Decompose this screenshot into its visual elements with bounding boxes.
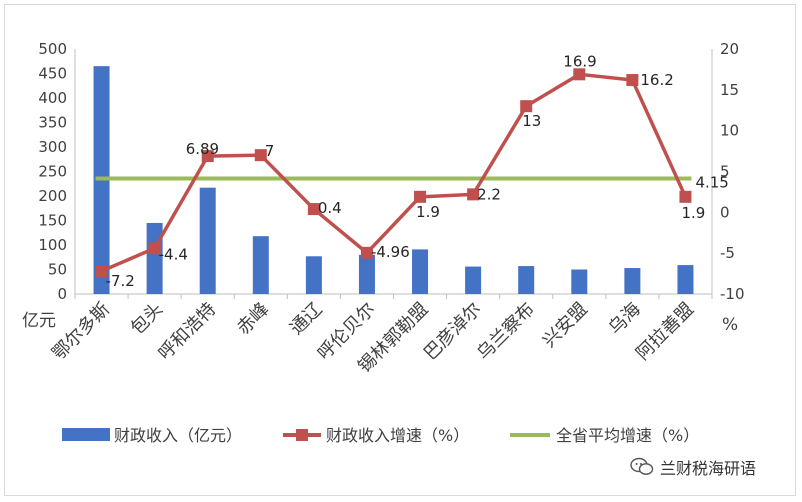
category-label: 乌兰察布 xyxy=(473,299,539,365)
watermark: 兰财税海研语 xyxy=(630,455,756,479)
right-axis-tick-label: 15 xyxy=(720,81,739,99)
category-label: 乌海 xyxy=(605,299,645,339)
chart-frame xyxy=(4,4,796,496)
growth-line-series xyxy=(95,68,692,278)
growth-marker xyxy=(307,203,320,216)
revenue-bar xyxy=(252,236,269,294)
left-axis-tick-label: 200 xyxy=(38,187,67,205)
left-axis-tick-label: 150 xyxy=(38,212,67,230)
revenue-bar xyxy=(305,256,322,294)
left-axis-tick-label: 0 xyxy=(57,285,67,303)
legend: 财政收入（亿元） 财政收入增速（%） 全省平均增速（%） xyxy=(62,426,699,445)
wechat-icon xyxy=(630,457,654,475)
growth-marker xyxy=(467,188,480,201)
category-label: 巴彦淖尔 xyxy=(420,299,486,365)
right-axis-tick-label: -5 xyxy=(720,244,735,262)
growth-marker xyxy=(201,150,214,163)
left-axis-tick-label: 400 xyxy=(38,89,67,107)
category-label: 鄂尔多斯 xyxy=(48,299,114,365)
category-label: 兴安盟 xyxy=(539,299,592,352)
revenue-bar xyxy=(412,249,429,294)
legend-growth-marker xyxy=(296,429,308,441)
legend-bar-label: 财政收入（亿元） xyxy=(114,426,242,445)
growth-marker xyxy=(414,190,427,203)
growth-data-label: 7 xyxy=(265,142,275,160)
growth-marker xyxy=(95,265,108,278)
right-axis-tick-label: 20 xyxy=(720,40,739,58)
right-axis-tick-label: 0 xyxy=(720,203,730,221)
growth-data-label: 16.9 xyxy=(563,52,596,70)
growth-marker xyxy=(626,74,639,87)
average-data-label: 4.15 xyxy=(695,173,728,191)
growth-data-label: 6.89 xyxy=(186,140,219,158)
growth-marker xyxy=(360,246,373,259)
legend-growth-label: 财政收入增速（%） xyxy=(326,426,469,445)
category-label: 包头 xyxy=(127,299,167,339)
growth-data-label: 1.9 xyxy=(416,203,440,221)
growth-marker xyxy=(148,242,161,255)
left-axis-tick-label: 300 xyxy=(38,138,67,156)
right-axis-tick-label: -10 xyxy=(720,285,745,303)
data-labels: -7.2 -4.4 6.89 7 0.4 -4.96 1.9 2.2 13 16.9 16.2 1.9… xyxy=(106,52,729,290)
right-axis-tick-label: 5 xyxy=(720,163,730,181)
growth-marker xyxy=(573,68,586,81)
left-axis-tick-label: 50 xyxy=(48,261,67,279)
growth-marker xyxy=(520,100,533,113)
left-axis-tick-label: 500 xyxy=(38,40,67,58)
growth-data-label: 2.2 xyxy=(477,185,501,203)
growth-data-label: -7.2 xyxy=(106,272,135,290)
growth-data-label: 16.2 xyxy=(640,71,673,89)
right-axis-unit: % xyxy=(722,315,738,335)
revenue-bar xyxy=(358,254,375,294)
left-axis-unit: 亿元 xyxy=(22,311,56,331)
growth-line xyxy=(100,72,688,273)
left-axis-tick-label: 250 xyxy=(38,163,67,181)
left-axis-tick-label: 450 xyxy=(38,65,67,83)
revenue-bar xyxy=(465,266,482,294)
legend-average-label: 全省平均增速（%） xyxy=(556,426,699,445)
growth-data-label: 1.9 xyxy=(681,204,705,222)
category-label: 赤峰 xyxy=(233,299,273,339)
chart-grid xyxy=(74,49,713,299)
growth-marker xyxy=(254,149,267,162)
revenue-bar xyxy=(199,187,216,294)
left-axis-tick-label: 350 xyxy=(38,114,67,132)
growth-data-label: 0.4 xyxy=(318,199,342,217)
growth-data-label: -4.96 xyxy=(371,243,410,261)
category-label: 呼和浩特 xyxy=(154,299,220,365)
growth-data-label: -4.4 xyxy=(159,245,188,263)
growth-data-label: 13 xyxy=(522,112,541,130)
revenue-bar xyxy=(571,269,588,294)
revenue-bar xyxy=(518,266,535,294)
left-axis-tick-label: 100 xyxy=(38,236,67,254)
revenue-bar xyxy=(677,265,694,294)
right-axis-tick-label: 10 xyxy=(720,122,739,140)
growth-marker xyxy=(679,190,692,203)
revenue-bar xyxy=(624,268,641,294)
watermark-text: 兰财税海研语 xyxy=(660,459,757,478)
category-label: 通辽 xyxy=(286,299,326,339)
legend-bar-swatch xyxy=(62,428,110,441)
category-label: 阿拉善盟 xyxy=(632,299,698,365)
